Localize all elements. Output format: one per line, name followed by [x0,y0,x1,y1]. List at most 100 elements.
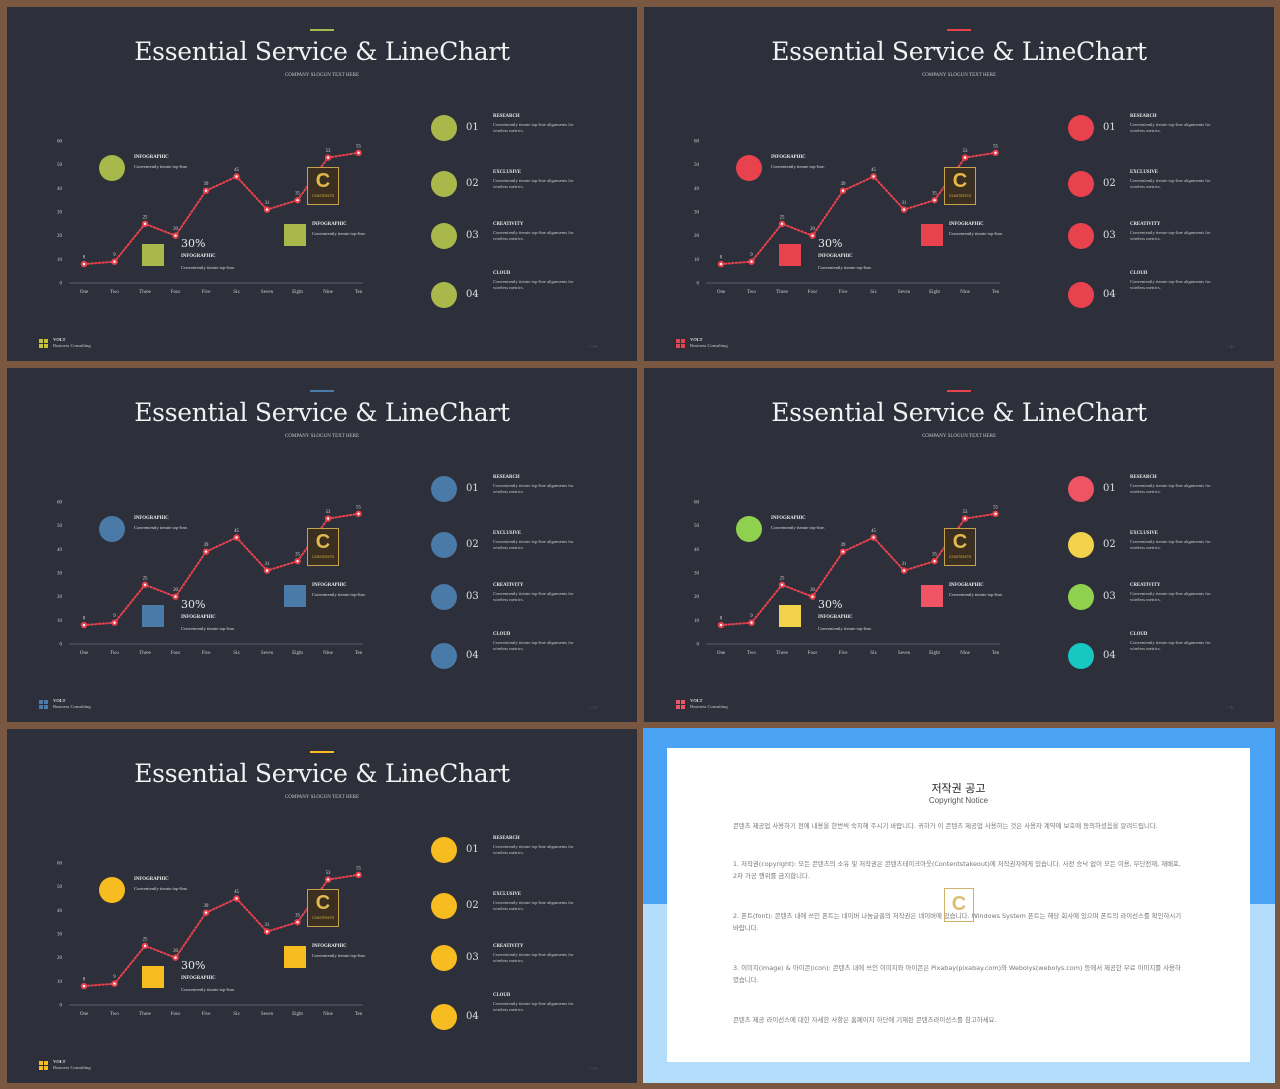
logo-letter: C [945,170,975,193]
contents-logo: C CONTENTS [944,528,976,566]
data-point-center [357,874,359,876]
infographic-desc: Conveniently iterate top-line. [134,886,198,892]
copyright-notice-slide[interactable]: 저작권 공고 Copyright Notice 콘텐츠 제공업 사용하기 전에 … [643,728,1275,1083]
data-label: 35 [295,192,300,197]
grid-cell [681,705,685,709]
infographic-heading: INFOGRAPHIC [949,222,1013,228]
service-heading: CREATIVITY [1130,222,1160,227]
service-description: Conveniently iterate top-line alignments… [1130,591,1220,603]
service-list-item[interactable]: 01 RESEARCH Conveniently iterate top-line … [1068,476,1268,516]
y-tick-label: 20 [694,595,700,600]
slide-2[interactable]: Essential Service & LineChart COMPANY SLO… [644,7,1274,361]
service-description: Conveniently iterate top-line alignments… [493,900,583,912]
data-label: 20 [173,588,178,593]
service-list-item[interactable]: 02 EXCLUSIVE Conveniently iterate top-line… [431,532,631,572]
service-list-item[interactable]: 03 CREATIVITY Conveniently iterate top-lin… [431,584,631,624]
x-tick-label: Ten [355,1012,363,1017]
service-list-item[interactable]: 01 RESEARCH Conveniently iterate top-line … [431,837,631,877]
service-description: Conveniently iterate top-line alignments… [493,483,583,495]
service-number: 02 [466,178,479,189]
service-circle-icon [1068,643,1094,669]
infographic-square-shape [284,946,306,968]
service-circle-icon [1068,171,1094,197]
service-heading: CREATIVITY [493,583,523,588]
service-number: 03 [466,230,479,241]
infographic-desc: Conveniently iterate top-line. [181,626,271,632]
y-tick-label: 50 [57,163,63,168]
x-tick-label: Ten [992,290,1000,295]
data-point-center [872,175,874,177]
slide-4[interactable]: Essential Service & LineChart COMPANY SLO… [644,368,1274,722]
service-list-item[interactable]: 01 RESEARCH Conveniently iterate top-line … [431,476,631,516]
y-tick-label: 50 [57,524,63,529]
x-tick-label: Four [171,1012,181,1017]
service-description: Conveniently iterate top-line alignments… [493,178,583,190]
service-heading: EXCLUSIVE [1130,531,1158,536]
x-tick-label: Three [139,290,151,295]
data-label: 45 [871,529,876,534]
service-circle-icon [431,171,457,197]
data-label: 35 [932,553,937,558]
x-tick-label: Six [233,651,240,656]
y-tick-label: 60 [57,501,63,506]
service-circle-icon [431,643,457,669]
x-tick-label: Seven [898,651,911,656]
infographic-heading: INFOGRAPHIC [181,254,271,260]
infographic-annotation-left: INFOGRAPHIC Conveniently iterate top-line… [134,516,198,531]
service-list-item[interactable]: 04 CLOUD Conveniently iterate top-line ali… [431,282,631,322]
infographic-square-shape [284,585,306,607]
data-label: 35 [295,914,300,919]
data-label: 39 [204,543,209,548]
grid-cell [681,700,685,704]
y-tick-label: 0 [60,282,63,287]
data-label: 8 [83,256,86,261]
service-number: 01 [1103,122,1116,133]
infographic-heading: INFOGRAPHIC [134,155,198,161]
data-label: 8 [720,617,723,622]
slide-3[interactable]: Essential Service & LineChart COMPANY SLO… [7,368,637,722]
grid-cell [44,1061,48,1065]
x-tick-label: Five [202,651,212,656]
infographic-square-shape [779,244,801,266]
x-tick-label: Nine [960,651,971,656]
notice-title: 저작권 공고 [667,780,1250,796]
y-tick-label: 10 [57,619,63,624]
contents-logo: C CONTENTS [307,528,339,566]
service-number: 04 [1103,289,1116,300]
service-list-item[interactable]: 04 CLOUD Conveniently iterate top-line ali… [431,1004,631,1044]
infographic-desc: Conveniently iterate top-line. [771,525,835,531]
service-list-item[interactable]: 01 RESEARCH Conveniently iterate top-line … [1068,115,1268,155]
service-list-item[interactable]: 01 RESEARCH Conveniently iterate top-line … [431,115,631,155]
service-list-item[interactable]: 02 EXCLUSIVE Conveniently iterate top-line… [1068,171,1268,211]
service-list-item[interactable]: 02 EXCLUSIVE Conveniently iterate top-line… [1068,532,1268,572]
page-number: / / 01 [589,705,597,710]
x-tick-label: Ten [355,290,363,295]
service-circle-icon [1068,532,1094,558]
data-label: 55 [356,866,361,871]
data-label: 31 [265,562,270,567]
logo-text: CONTENTS [945,193,975,198]
service-list-item[interactable]: 03 CREATIVITY Conveniently iterate top-lin… [431,945,631,985]
service-list-item[interactable]: 04 CLOUD Conveniently iterate top-line ali… [1068,282,1268,322]
service-number: 03 [466,591,479,602]
service-list-item[interactable]: 04 CLOUD Conveniently iterate top-line ali… [431,643,631,683]
service-list-item[interactable]: 02 EXCLUSIVE Conveniently iterate top-line… [431,893,631,933]
contents-logo: C CONTENTS [307,167,339,205]
brand-grid-icon [39,1061,49,1071]
service-description: Conveniently iterate top-line alignments… [493,1001,583,1013]
service-list-item[interactable]: 03 CREATIVITY Conveniently iterate top-lin… [431,223,631,263]
infographic-heading: INFOGRAPHIC [134,516,198,522]
y-tick-label: 30 [694,572,700,577]
service-heading: CREATIVITY [493,222,523,227]
service-list-item[interactable]: 02 EXCLUSIVE Conveniently iterate top-line… [431,171,631,211]
service-heading: EXCLUSIVE [493,892,521,897]
slide-1[interactable]: Essential Service & LineChart COMPANY SLO… [7,7,637,361]
service-list-item[interactable]: 03 CREATIVITY Conveniently iterate top-lin… [1068,584,1268,624]
service-list-item[interactable]: 04 CLOUD Conveniently iterate top-line ali… [1068,643,1268,683]
service-list-item[interactable]: 03 CREATIVITY Conveniently iterate top-lin… [1068,223,1268,263]
x-tick-label: One [80,651,89,656]
data-point-center [266,930,268,932]
slide-5[interactable]: Essential Service & LineChart COMPANY SLO… [7,729,637,1083]
data-point-center [266,569,268,571]
y-tick-label: 60 [57,140,63,145]
